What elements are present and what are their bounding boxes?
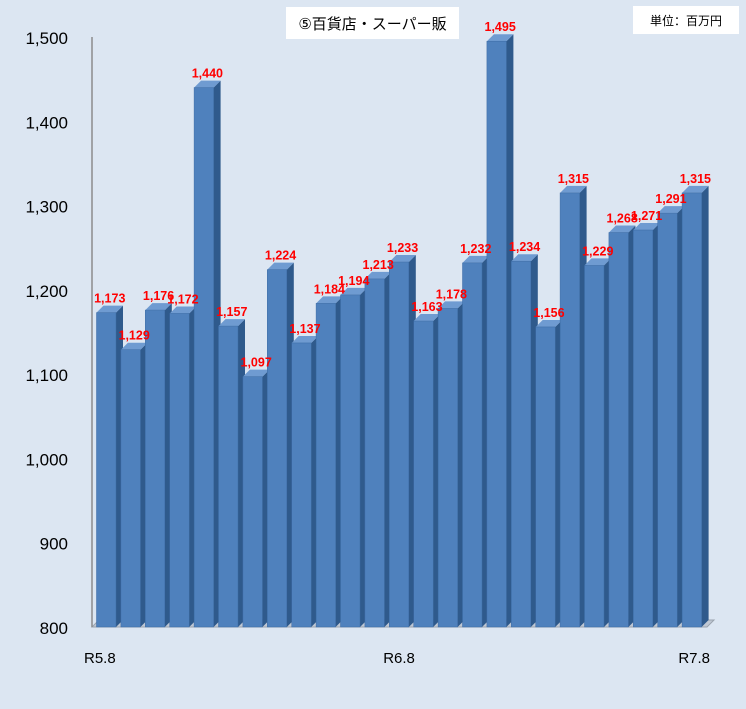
data-label: 1,440 (192, 67, 223, 81)
bar (535, 319, 563, 628)
data-label: 1,156 (533, 306, 564, 320)
y-tick-label: 1,200 (25, 282, 68, 301)
bar (340, 287, 367, 628)
bar (169, 306, 197, 628)
bar (193, 80, 221, 628)
data-label: 1,234 (509, 240, 540, 254)
data-label: 1,315 (680, 172, 711, 186)
data-label: 1,163 (411, 300, 442, 314)
data-label: 1,129 (119, 329, 150, 343)
bar (511, 254, 538, 628)
chart-title: ⑤百貨店・スーパー販 (286, 7, 459, 39)
x-tick-labels: R5.8 R6.8 R7.8 (84, 650, 710, 667)
data-label: 1,157 (216, 305, 247, 319)
bar (413, 314, 441, 628)
bar (96, 305, 123, 628)
bar (584, 258, 611, 628)
data-label: 1,315 (558, 172, 589, 186)
data-label: 1,271 (631, 209, 662, 223)
y-tick-label: 1,000 (25, 450, 68, 469)
bars (96, 34, 709, 628)
data-label: 1,184 (314, 282, 345, 296)
y-tick-label: 900 (40, 535, 68, 554)
data-label: 1,232 (460, 242, 491, 256)
y-tick-label: 1,300 (25, 198, 68, 217)
bar (145, 303, 172, 628)
bar (486, 34, 514, 628)
bar (437, 301, 465, 628)
bar (315, 296, 343, 628)
bar (291, 335, 319, 628)
y-tick-label: 1,400 (25, 113, 68, 132)
data-label: 1,097 (241, 356, 272, 370)
y-tick-label: 1,500 (25, 29, 68, 48)
bar (681, 185, 709, 628)
bar (267, 262, 294, 628)
data-label: 1,233 (387, 241, 418, 255)
unit-label: 単位：百万円 (633, 6, 739, 34)
data-label: 1,176 (143, 289, 174, 303)
bar (364, 271, 392, 628)
data-label: 1,137 (289, 322, 320, 336)
data-label: 1,291 (655, 192, 686, 206)
x-tick-label: R5.8 (84, 650, 116, 667)
data-label: 1,194 (338, 274, 369, 288)
y-tick-label: 800 (40, 619, 68, 638)
x-tick-label: R6.8 (383, 650, 415, 667)
bar (608, 225, 636, 628)
data-label: 1,268 (607, 212, 638, 226)
data-label: 1,224 (265, 249, 296, 263)
y-tick-labels: 800 900 1,000 1,100 1,200 1,300 1,400 1,500 (25, 29, 68, 638)
data-label: 1,213 (363, 258, 394, 272)
data-label: 1,172 (167, 292, 198, 306)
data-label: 1,229 (582, 244, 613, 258)
data-label: 1,495 (485, 20, 516, 34)
y-tick-label: 1,100 (25, 366, 68, 385)
bar (242, 369, 270, 628)
bar (120, 342, 148, 628)
bar (462, 255, 489, 628)
data-label: 1,178 (436, 287, 467, 301)
bar (657, 206, 685, 628)
x-tick-label: R7.8 (678, 650, 710, 667)
bar (633, 223, 660, 628)
data-label: 1,173 (94, 292, 125, 306)
